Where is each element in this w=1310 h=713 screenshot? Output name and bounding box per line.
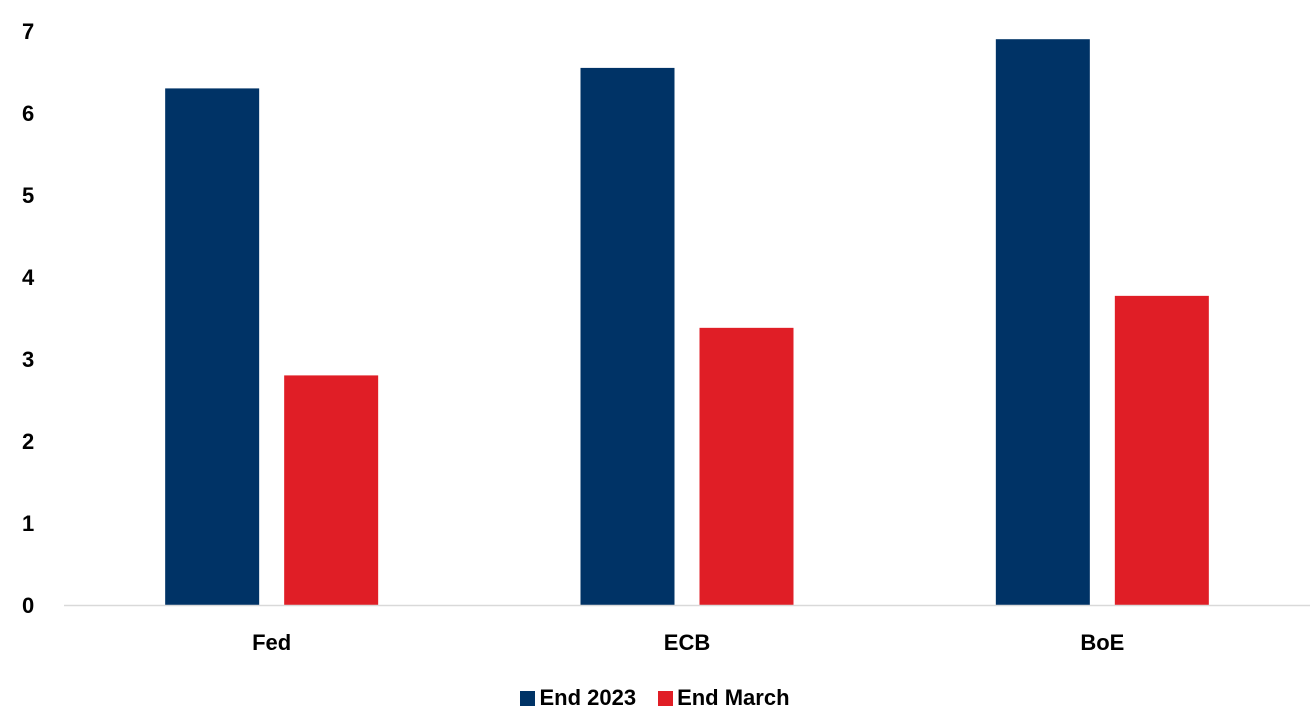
bar-ecb-series-0: [580, 67, 675, 605]
legend-item-series-1: End March: [658, 685, 790, 711]
x-axis-labels: Fed ECB BoE: [252, 630, 1124, 655]
bar-fed-series-1: [284, 375, 379, 605]
y-tick-label-5: 5: [22, 183, 34, 208]
legend: End 2023 End March: [0, 685, 1310, 711]
bar-boe-series-0: [995, 39, 1090, 605]
bar-boe-series-1: [1114, 295, 1209, 605]
x-tick-label-fed: Fed: [252, 630, 291, 655]
bar-ecb-series-1: [699, 327, 794, 605]
y-tick-label-0: 0: [22, 593, 34, 618]
bar-fed-series-0: [165, 88, 260, 605]
y-tick-label-1: 1: [22, 511, 34, 536]
x-tick-label-boe: BoE: [1080, 630, 1124, 655]
y-tick-label-4: 4: [22, 265, 35, 290]
legend-swatch-series-0: [520, 690, 536, 706]
legend-label-series-0: End 2023: [539, 685, 637, 710]
y-tick-label-2: 2: [22, 429, 34, 454]
legend-swatch-series-1: [658, 690, 674, 706]
legend-label-series-1: End March: [677, 685, 790, 710]
y-axis-ticks: 0 1 2 3 4 5 6 7: [22, 19, 35, 618]
legend-item-series-0: End 2023: [520, 685, 636, 711]
y-tick-label-6: 6: [22, 101, 34, 126]
bars-group: [165, 39, 1209, 605]
y-tick-label-3: 3: [22, 347, 34, 372]
y-tick-label-7: 7: [22, 19, 34, 44]
x-tick-label-ecb: ECB: [664, 630, 710, 655]
